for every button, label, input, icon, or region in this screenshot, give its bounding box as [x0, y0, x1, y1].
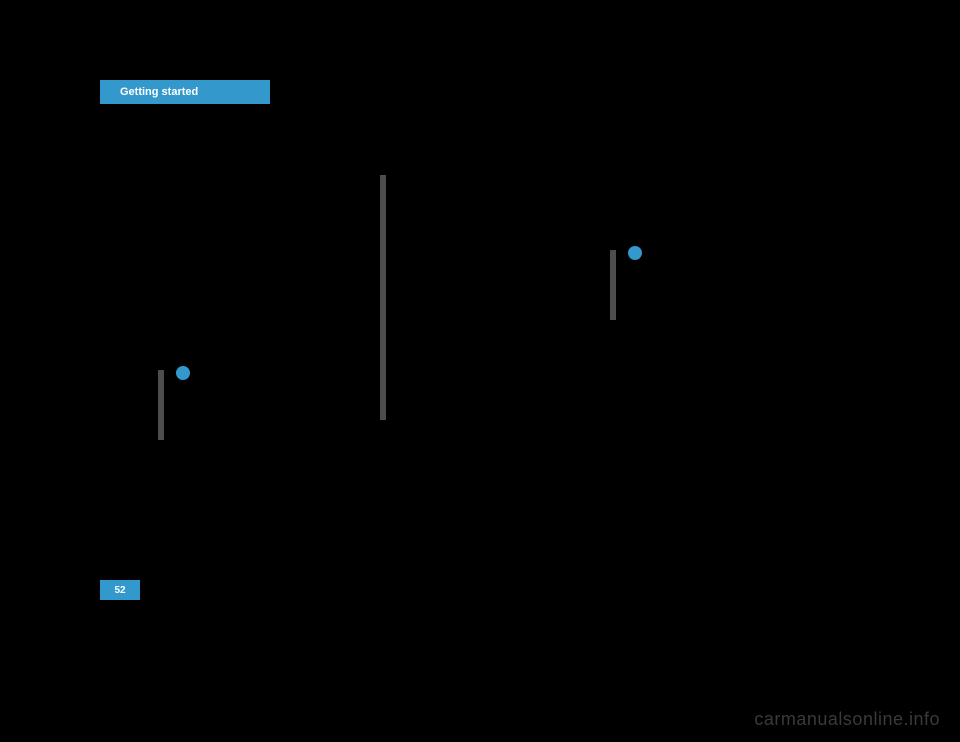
info-bullet-icon [628, 246, 642, 260]
manual-page: Getting started 52 [100, 80, 860, 600]
column-divider-3 [610, 250, 616, 320]
column-divider-1 [158, 370, 164, 440]
watermark-text: carmanualsonline.info [754, 709, 940, 730]
page-number-badge: 52 [100, 580, 140, 600]
column-divider-2 [380, 175, 386, 420]
info-bullet-icon [176, 366, 190, 380]
section-tab: Getting started [100, 80, 270, 104]
